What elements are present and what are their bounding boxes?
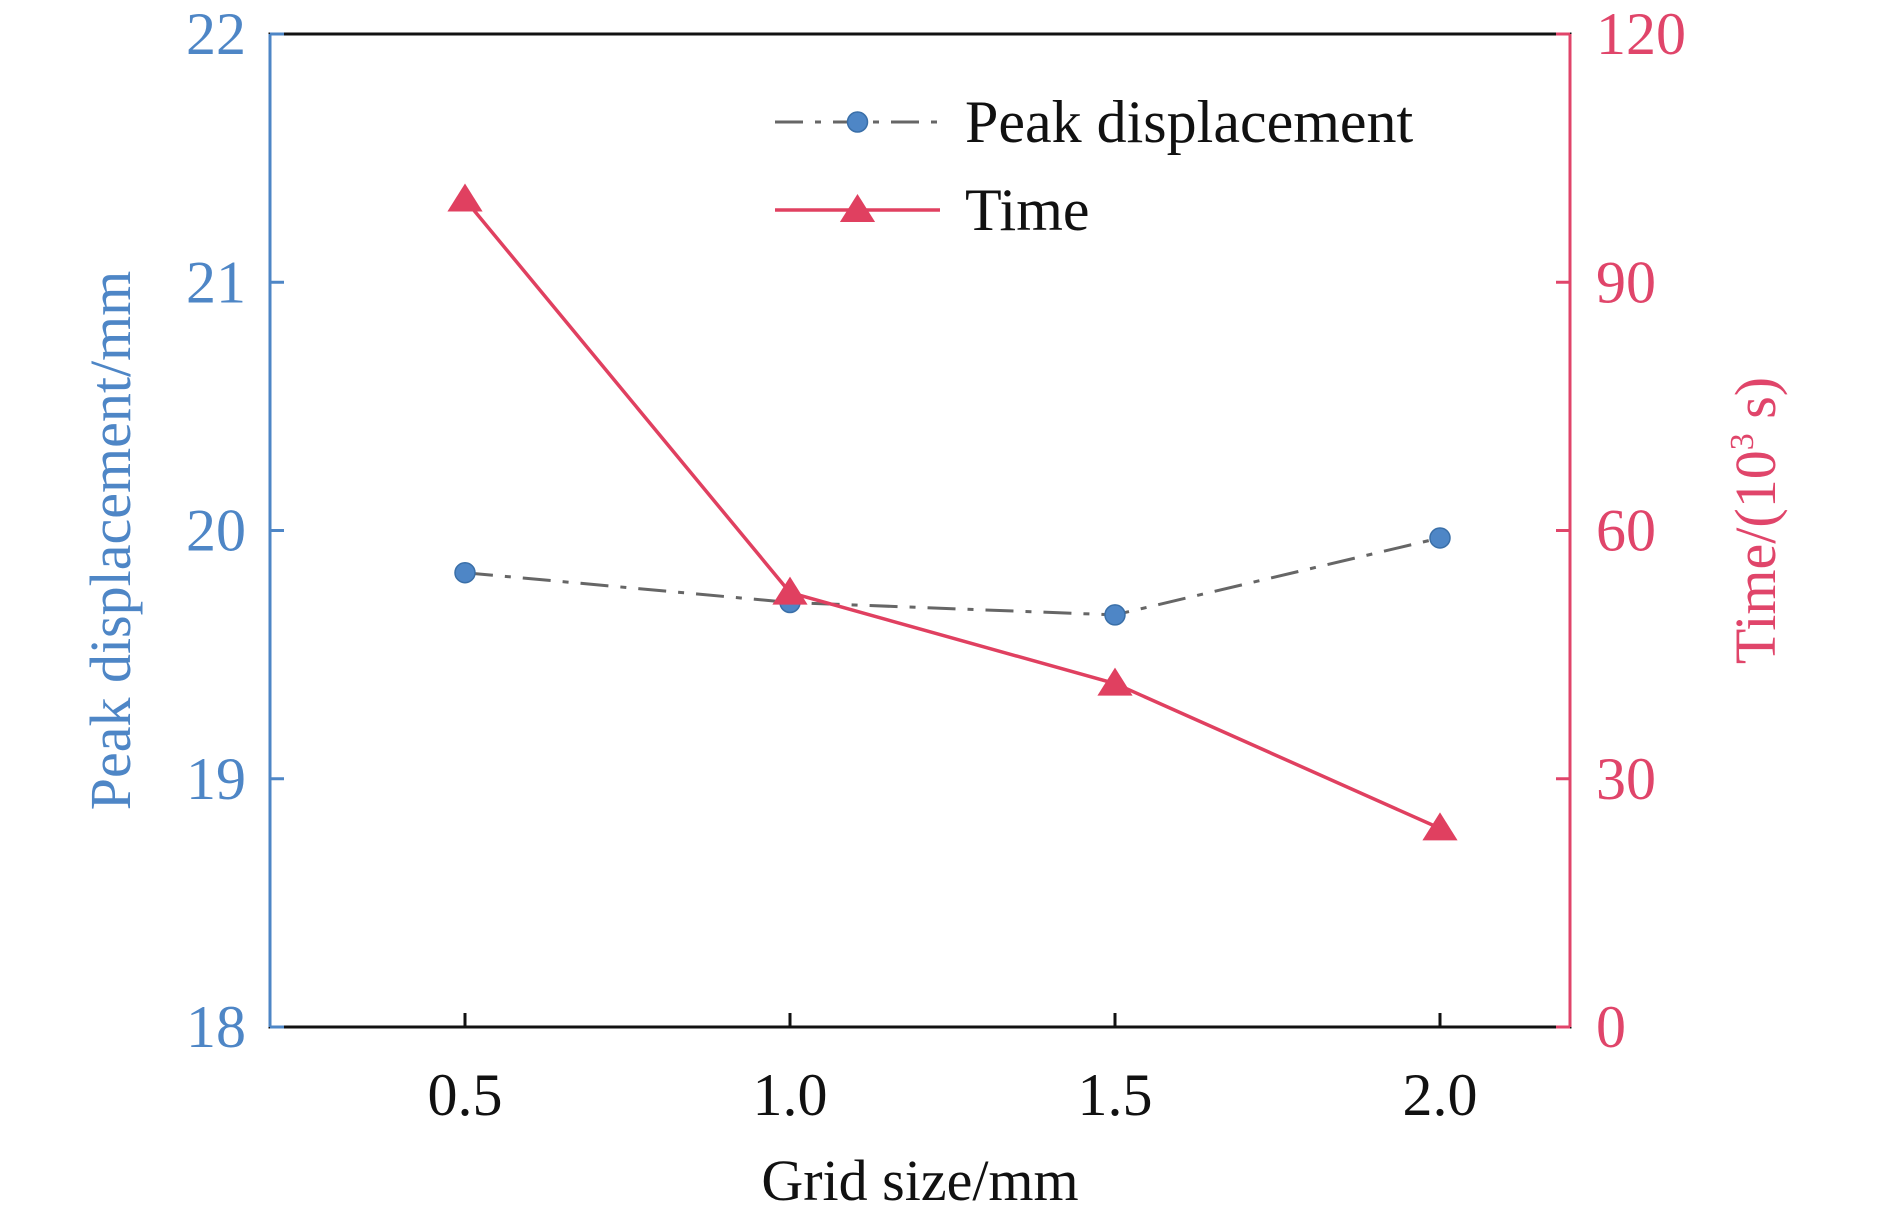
- y-right-tick-label: 90: [1596, 249, 1656, 315]
- time-point: [1097, 667, 1133, 696]
- peak-displacement-point: [1104, 604, 1126, 626]
- peak-displacement-point: [454, 561, 476, 584]
- y-axis-left-title: Peak displacement/mm: [78, 271, 143, 811]
- series-group: [447, 183, 1458, 841]
- ticks-group: 0.5 1.0 1.5 2.0 18 19 20 21 22 0 30 60 90 120: [186, 1, 1686, 1128]
- y-right-tick-label: 0: [1596, 994, 1626, 1060]
- time-point: [1422, 812, 1458, 841]
- time-point: [447, 183, 483, 212]
- plot-area: [268, 32, 1572, 1029]
- y-axis-right-title-tail: s): [1723, 377, 1788, 433]
- y-left-tick-label: 21: [186, 249, 246, 315]
- x-axis-title: Grid size/mm: [761, 1148, 1078, 1213]
- peak-displacement-line: [464, 536, 1441, 617]
- y-axis-right-title: Time/(103 s): [1723, 377, 1788, 664]
- legend-time-marker: [839, 194, 876, 222]
- y-right-tick-label: 60: [1596, 498, 1656, 564]
- x-tick-label: 1.0: [753, 1062, 828, 1128]
- x-tick-label: 0.5: [428, 1062, 503, 1128]
- x-tick-label: 2.0: [1403, 1062, 1478, 1128]
- legend-peak-displacement-label: Peak displacement: [965, 89, 1414, 155]
- y-axis-right-title-main: Time/(10: [1723, 450, 1788, 664]
- y-right-tick-label: 120: [1596, 1, 1686, 67]
- time-line: [463, 198, 1441, 830]
- legend: Peak displacement Time: [775, 89, 1414, 243]
- y-axis-right-title-sup: 3: [1724, 433, 1761, 450]
- peak-displacement-point: [1429, 527, 1451, 549]
- legend-time-label: Time: [965, 177, 1090, 243]
- y-left-tick-label: 19: [186, 746, 246, 812]
- legend-peak-displacement-marker: [846, 111, 869, 133]
- x-tick-label: 1.5: [1078, 1062, 1153, 1128]
- y-left-tick-label: 18: [186, 994, 246, 1060]
- y-right-tick-label: 30: [1596, 746, 1656, 812]
- time-point: [772, 576, 808, 605]
- y-left-tick-label: 20: [186, 498, 246, 564]
- y-left-tick-label: 22: [186, 1, 246, 67]
